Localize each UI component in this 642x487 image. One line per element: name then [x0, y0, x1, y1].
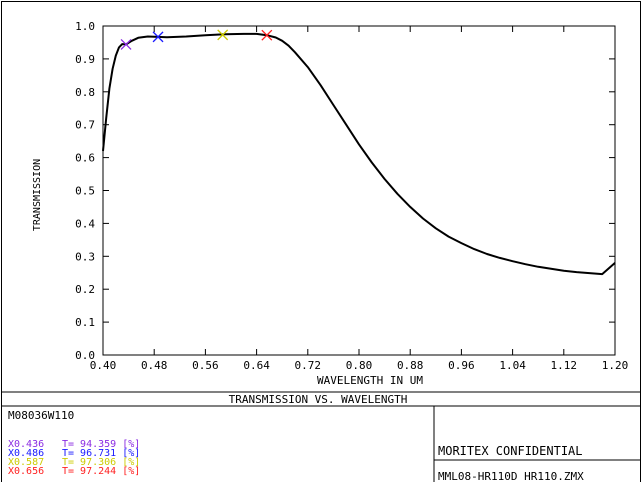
x-tick-label: 0.80 [346, 359, 373, 372]
x-tick-label: 0.64 [243, 359, 270, 372]
y-tick-label: 0.4 [75, 217, 95, 230]
lens-id: M08036W110 [8, 409, 74, 422]
transmission-curve [102, 32, 616, 276]
x-tick-label: 0.48 [141, 359, 168, 372]
x-tick-label: 1.20 [602, 359, 629, 372]
marker-legend: X0.436 T= 94.359 [%] X0.486 T= 96.731 [%] X0… [8, 439, 140, 477]
x-tick-label: 0.40 [90, 359, 117, 372]
confidential-label: MORITEX CONFIDENTIAL [438, 444, 583, 458]
y-axis-ticks: 0.0 0.1 0.2 0.3 0.4 0.5 0.6 0.7 0.8 0.9 1.0 [75, 20, 615, 362]
y-tick-label: 0.9 [75, 53, 95, 66]
x-axis-label: WAVELENGTH IN UM [317, 374, 423, 387]
marker-legend-wavelength: X0.587 [8, 457, 44, 468]
marker-legend-transmission: T= 96.731 [%] [62, 448, 140, 459]
wavelength-marker [217, 29, 229, 41]
y-tick-label: 0.3 [75, 250, 95, 263]
file-name: MML08-HR110D HR110.ZMX [438, 470, 584, 482]
x-axis-ticks: 0.40 0.48 0.56 0.64 0.72 0.80 0.88 0.96 1.04 1.12… [90, 26, 629, 372]
y-axis-label: TRANSMISSION [32, 159, 43, 231]
x-tick-label: 1.04 [499, 359, 526, 372]
x-tick-label: 1.12 [551, 359, 578, 372]
y-tick-label: 0.5 [75, 185, 95, 198]
chart-title: TRANSMISSION VS. WAVELENGTH [229, 393, 408, 406]
marker-legend-wavelength: X0.656 [8, 466, 44, 477]
marker-legend-wavelength: X0.486 [8, 448, 44, 459]
wavelength-marker [152, 31, 164, 43]
wavelength-marker [120, 38, 132, 50]
x-tick-label: 0.88 [397, 359, 424, 372]
marker-legend-transmission: T= 97.306 [%] [62, 457, 140, 468]
y-tick-label: 0.6 [75, 152, 95, 165]
series-layer [102, 32, 616, 276]
marker-layer [120, 29, 273, 50]
wavelength-marker [261, 29, 273, 41]
x-tick-label: 0.96 [448, 359, 475, 372]
marker-legend-transmission: T= 94.359 [%] [62, 439, 140, 450]
y-tick-label: 1.0 [75, 20, 95, 33]
y-tick-label: 0.7 [75, 119, 95, 132]
y-tick-label: 0.8 [75, 86, 95, 99]
y-tick-label: 0.0 [75, 349, 95, 362]
marker-stroke [261, 29, 273, 41]
marker-stroke [217, 29, 229, 41]
x-tick-label: 0.56 [192, 359, 219, 372]
marker-legend-transmission: T= 97.244 [%] [62, 466, 140, 477]
marker-stroke [152, 31, 164, 43]
y-tick-label: 0.2 [75, 283, 95, 296]
marker-legend-wavelength: X0.436 [8, 439, 44, 450]
y-tick-label: 0.1 [75, 316, 95, 329]
marker-stroke [120, 38, 132, 50]
x-tick-label: 0.72 [295, 359, 322, 372]
